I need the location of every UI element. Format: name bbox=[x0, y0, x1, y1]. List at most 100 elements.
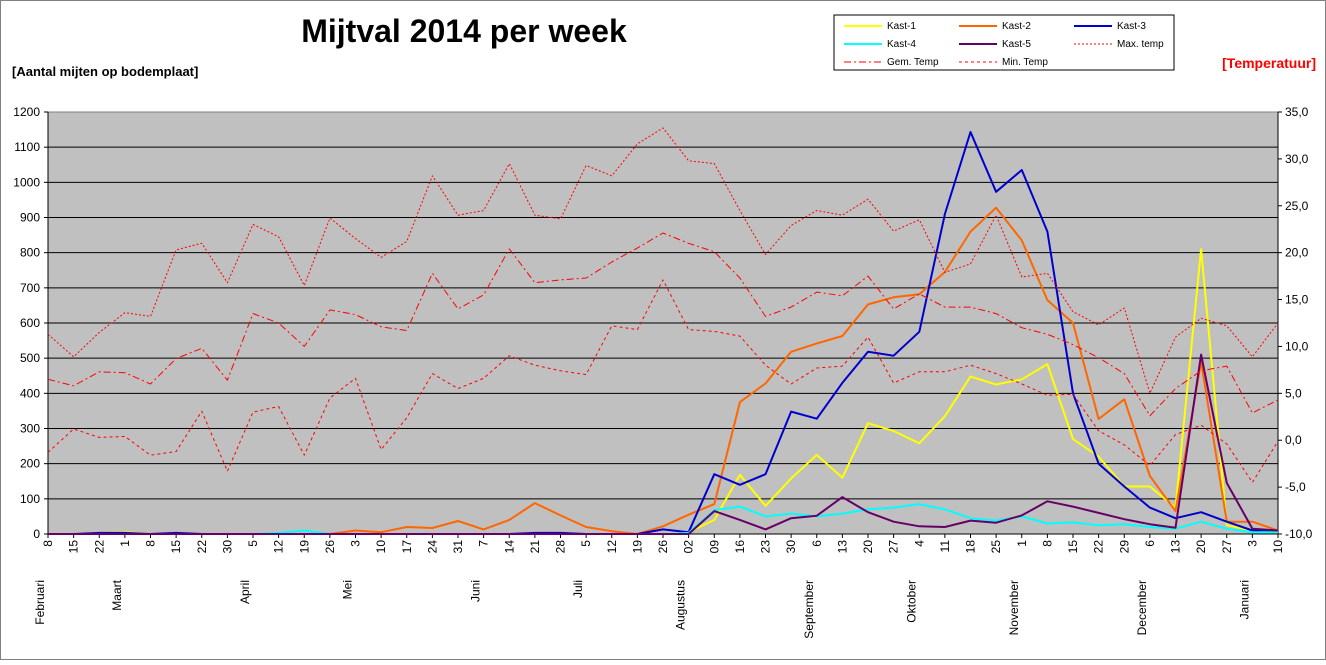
chart-title: Mijtval 2014 per week bbox=[301, 13, 627, 49]
x-tick-label: 21 bbox=[528, 540, 542, 554]
x-tick-label: 20 bbox=[1194, 540, 1208, 554]
x-tick-label: 18 bbox=[964, 540, 978, 554]
x-tick-label: 17 bbox=[400, 540, 414, 554]
y2-tick-label: -10,0 bbox=[1285, 527, 1313, 541]
month-label: Maart bbox=[110, 579, 124, 610]
x-tick-label: 31 bbox=[451, 540, 465, 554]
x-tick-label: 10 bbox=[374, 540, 388, 554]
month-label: Mei bbox=[341, 580, 355, 599]
x-tick-label: 29 bbox=[1117, 540, 1131, 554]
y2-tick-label: 5,0 bbox=[1285, 386, 1302, 400]
legend-label-kast-4: Kast-4 bbox=[887, 39, 916, 50]
month-label: November bbox=[1007, 580, 1021, 635]
x-tick-label: 1 bbox=[118, 540, 132, 547]
x-tick-label: 13 bbox=[1169, 540, 1183, 554]
y-tick-label: 200 bbox=[20, 457, 40, 471]
x-tick-label: 30 bbox=[784, 540, 798, 554]
legend: Kast-1 Kast-2 Kast-3 Kast-4 Kast-5 Max. temp G… bbox=[833, 14, 1175, 71]
x-tick-label: 19 bbox=[297, 540, 311, 554]
x-tick-label: 6 bbox=[810, 540, 824, 547]
legend-label-kast-2: Kast-2 bbox=[1002, 21, 1031, 32]
y2-tick-label: 25,0 bbox=[1285, 199, 1309, 213]
y2-axis-label: [Temperatuur] bbox=[1222, 55, 1316, 71]
x-tick-label: 23 bbox=[759, 540, 773, 554]
x-tick-label: 30 bbox=[220, 540, 234, 554]
y-axis-label: [Aantal mijten op bodemplaat] bbox=[12, 64, 198, 79]
legend-label-kast-1: Kast-1 bbox=[887, 21, 916, 32]
x-tick-label: 6 bbox=[1143, 540, 1157, 547]
axes: 0100200300400500600700800900100011001200… bbox=[13, 105, 1312, 639]
month-label: Augustus bbox=[674, 580, 688, 630]
x-tick-label: 14 bbox=[502, 540, 516, 554]
y-tick-label: 1100 bbox=[14, 140, 40, 154]
x-tick-label: 22 bbox=[1092, 540, 1106, 554]
x-tick-label: 26 bbox=[323, 540, 337, 554]
x-tick-label: 28 bbox=[554, 540, 568, 554]
plot-area bbox=[47, 111, 1279, 535]
y-tick-label: 900 bbox=[20, 211, 40, 225]
month-label: December bbox=[1135, 580, 1149, 635]
legend-box bbox=[833, 14, 1175, 71]
y-tick-label: 800 bbox=[20, 246, 40, 260]
series-lines bbox=[47, 127, 1279, 535]
x-tick-label: 15 bbox=[169, 540, 183, 554]
x-tick-label: 3 bbox=[349, 540, 363, 547]
x-tick-label: 19 bbox=[630, 540, 644, 554]
x-tick-label: 10 bbox=[1271, 540, 1285, 554]
y-tick-label: 700 bbox=[20, 281, 40, 295]
x-tick-label: 24 bbox=[425, 540, 439, 554]
y-tick-label: 1200 bbox=[13, 105, 40, 119]
series-kast-5 bbox=[48, 353, 1279, 535]
y2-tick-label: 15,0 bbox=[1285, 293, 1309, 307]
x-tick-label: 15 bbox=[67, 540, 81, 554]
y-tick-label: 300 bbox=[20, 422, 40, 436]
x-tick-label: 22 bbox=[92, 540, 106, 554]
y-tick-label: 600 bbox=[20, 316, 40, 330]
y2-tick-label: 20,0 bbox=[1285, 246, 1309, 260]
y2-tick-label: 0,0 bbox=[1285, 433, 1302, 447]
x-tick-label: 8 bbox=[1040, 540, 1054, 547]
x-tick-label: 8 bbox=[41, 540, 55, 547]
x-tick-label: 09 bbox=[707, 540, 721, 554]
x-tick-label: 3 bbox=[1245, 540, 1259, 547]
y2-tick-label: 30,0 bbox=[1285, 152, 1309, 166]
x-tick-label: 15 bbox=[1066, 540, 1080, 554]
x-tick-label: 13 bbox=[835, 540, 849, 554]
x-tick-label: 25 bbox=[989, 540, 1003, 554]
month-label: Oktober bbox=[904, 580, 918, 623]
month-label: Juni bbox=[469, 580, 483, 602]
legend-label-min-temp: Min. Temp bbox=[1002, 57, 1048, 68]
x-tick-label: 22 bbox=[195, 540, 209, 554]
x-tick-label: 26 bbox=[656, 540, 670, 554]
month-label: April bbox=[238, 580, 252, 604]
legend-label-max-temp: Max. temp bbox=[1117, 39, 1164, 50]
y2-tick-label: 10,0 bbox=[1285, 339, 1309, 353]
x-tick-label: 27 bbox=[887, 540, 901, 554]
y2-tick-label: 35,0 bbox=[1285, 105, 1309, 119]
series-gem-temp bbox=[47, 232, 1279, 417]
y-tick-label: 0 bbox=[33, 527, 40, 541]
x-tick-label: 16 bbox=[733, 540, 747, 554]
legend-label-kast-5: Kast-5 bbox=[1002, 39, 1031, 50]
x-tick-label: 5 bbox=[246, 540, 260, 547]
y-tick-label: 1000 bbox=[13, 175, 40, 189]
x-tick-label: 8 bbox=[144, 540, 158, 547]
series-max-temp bbox=[47, 127, 1279, 394]
x-tick-label: 02 bbox=[682, 540, 696, 554]
x-tick-label: 4 bbox=[912, 540, 926, 547]
x-tick-label: 5 bbox=[579, 540, 593, 547]
month-label: Juli bbox=[571, 580, 585, 598]
x-tick-label: 11 bbox=[938, 540, 952, 553]
month-label: September bbox=[802, 580, 816, 639]
month-label: Januari bbox=[1237, 580, 1251, 619]
x-tick-label: 20 bbox=[861, 540, 875, 554]
x-tick-label: 7 bbox=[477, 540, 491, 547]
y-tick-label: 100 bbox=[20, 492, 40, 506]
legend-label-gem-temp: Gem. Temp bbox=[887, 57, 939, 68]
legend-label-kast-3: Kast-3 bbox=[1117, 21, 1146, 32]
y-tick-label: 500 bbox=[20, 351, 40, 365]
x-tick-label: 1 bbox=[1015, 540, 1029, 547]
series-min-temp bbox=[47, 279, 1279, 483]
